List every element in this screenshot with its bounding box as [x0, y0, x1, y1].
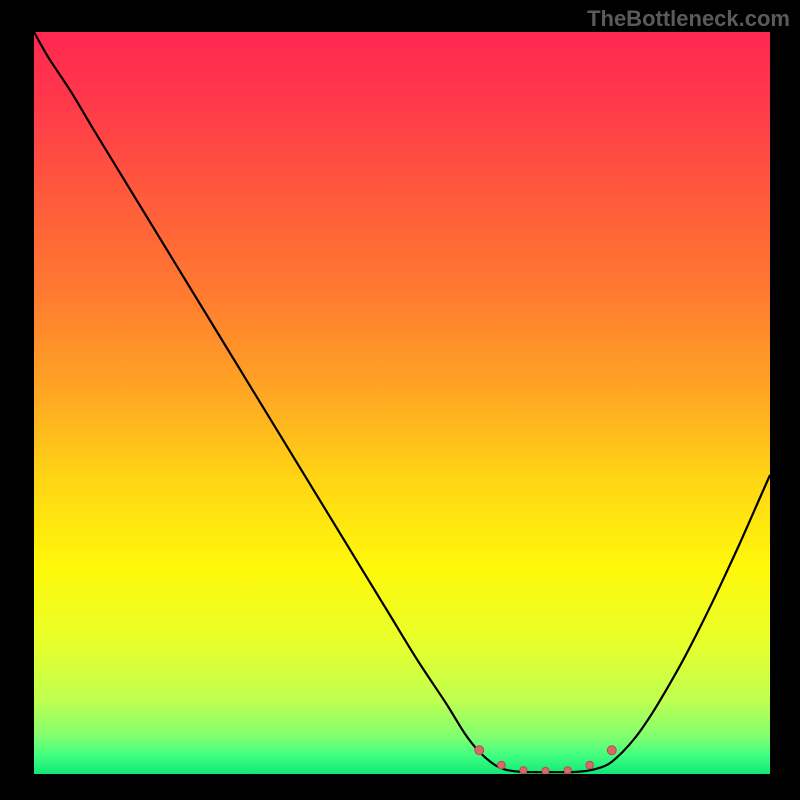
plot-area: [34, 32, 770, 774]
bottleneck-curve: [34, 32, 770, 772]
marker-point: [520, 767, 527, 774]
marker-point: [475, 746, 484, 755]
watermark-text: TheBottleneck.com: [587, 6, 790, 32]
marker-point: [564, 767, 571, 774]
marker-point: [607, 746, 616, 755]
marker-point: [586, 761, 594, 769]
marker-point: [542, 767, 549, 774]
curve-layer: [34, 32, 770, 774]
marker-point: [498, 761, 506, 769]
chart-container: { "watermark": "TheBottleneck.com", "lay…: [0, 0, 800, 800]
